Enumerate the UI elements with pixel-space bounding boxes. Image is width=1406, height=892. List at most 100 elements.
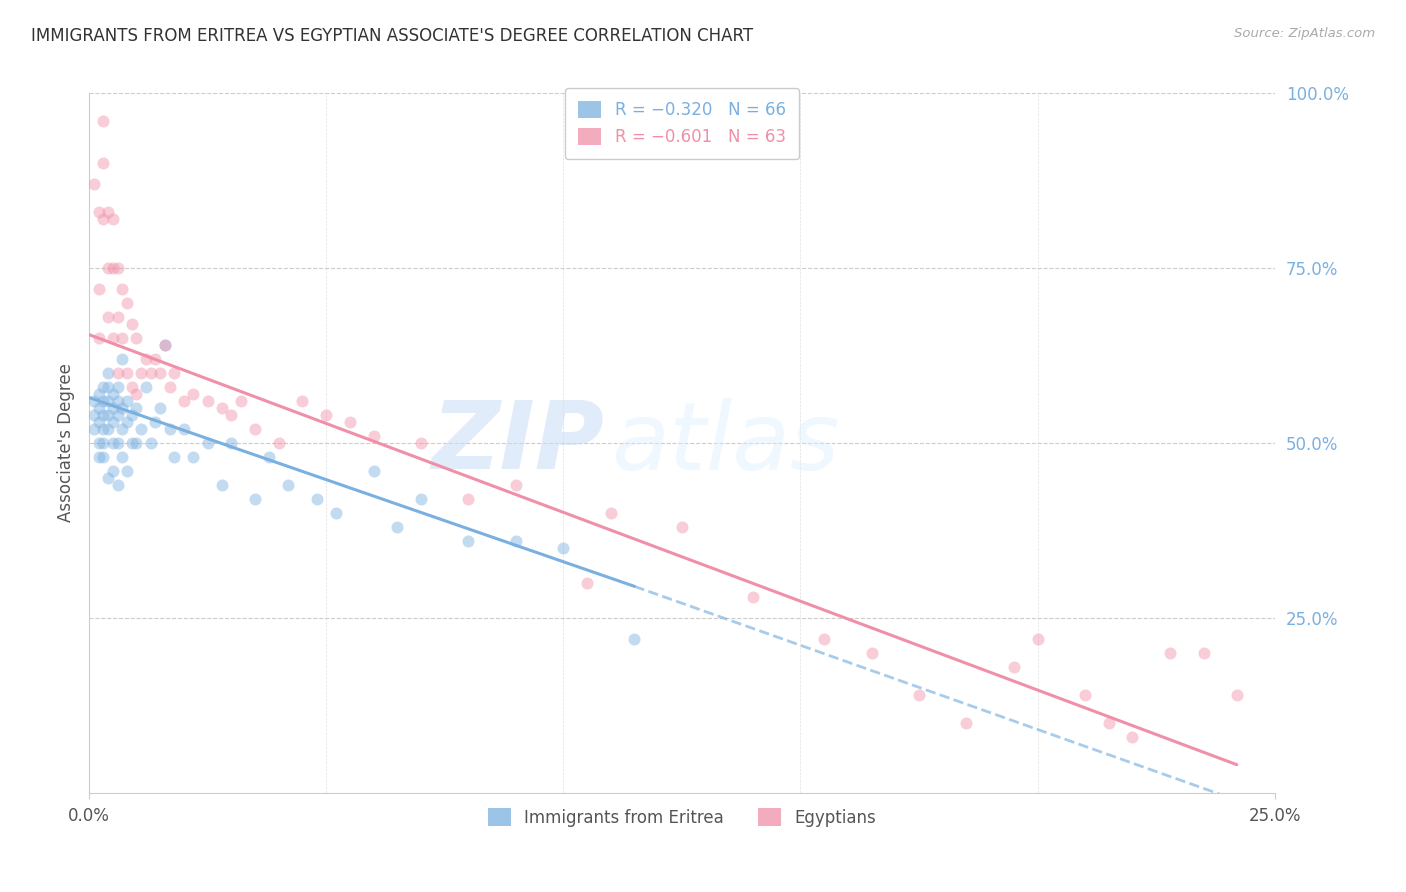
Point [325,506,347,520]
Point [149,366,172,380]
Point [623,632,645,646]
Point [101,436,124,450]
Point [955,715,977,730]
Point [1226,688,1249,702]
Point [121,317,143,331]
Point [305,491,328,506]
Point [97,422,120,436]
Point [145,415,167,429]
Point [339,415,361,429]
Point [173,394,195,409]
Point [121,408,143,422]
Point [813,632,835,646]
Point [87,282,110,296]
Point [457,533,479,548]
Point [505,478,527,492]
Point [91,212,114,227]
Point [111,282,134,296]
Point [101,464,124,478]
Point [243,491,266,506]
Point [221,436,243,450]
Point [145,352,167,367]
Point [163,450,186,464]
Point [83,408,105,422]
Point [139,436,162,450]
Point [91,408,114,422]
Point [409,491,432,506]
Point [671,520,693,534]
Legend: Immigrants from Eritrea, Egyptians: Immigrants from Eritrea, Egyptians [481,802,883,833]
Point [83,178,105,192]
Point [97,380,120,394]
Point [125,436,148,450]
Point [159,380,181,394]
Point [363,429,385,443]
Point [599,506,621,520]
Point [243,422,266,436]
Point [97,310,120,325]
Point [291,394,314,409]
Point [1002,660,1025,674]
Point [277,478,299,492]
Point [125,387,148,401]
Point [197,436,219,450]
Point [111,422,134,436]
Text: ZIP: ZIP [432,397,605,489]
Point [125,331,148,345]
Point [87,415,110,429]
Point [91,380,114,394]
Point [115,296,138,310]
Point [505,533,527,548]
Point [173,422,195,436]
Point [101,387,124,401]
Point [101,261,124,276]
Point [97,471,120,485]
Point [183,387,205,401]
Point [1121,730,1143,744]
Point [742,590,765,604]
Point [129,422,152,436]
Point [115,464,138,478]
Point [87,436,110,450]
Point [259,450,281,464]
Point [107,436,129,450]
Point [87,401,110,415]
Point [97,261,120,276]
Point [87,387,110,401]
Point [121,380,143,394]
Point [97,394,120,409]
Point [363,464,385,478]
Point [153,338,176,352]
Point [107,478,129,492]
Point [115,394,138,409]
Point [163,366,186,380]
Point [101,212,124,227]
Point [101,401,124,415]
Point [135,352,157,367]
Point [908,688,931,702]
Point [115,366,138,380]
Point [111,450,134,464]
Point [315,408,337,422]
Point [87,331,110,345]
Point [91,394,114,409]
Point [553,541,575,555]
Point [1192,646,1215,660]
Point [159,422,181,436]
Point [83,422,105,436]
Point [107,380,129,394]
Point [229,394,252,409]
Text: atlas: atlas [610,398,839,489]
Point [211,478,233,492]
Point [91,114,114,128]
Point [107,408,129,422]
Point [97,366,120,380]
Point [91,156,114,170]
Point [1159,646,1181,660]
Point [83,394,105,409]
Point [576,575,599,590]
Point [107,310,129,325]
Point [91,436,114,450]
Point [1074,688,1097,702]
Point [97,205,120,219]
